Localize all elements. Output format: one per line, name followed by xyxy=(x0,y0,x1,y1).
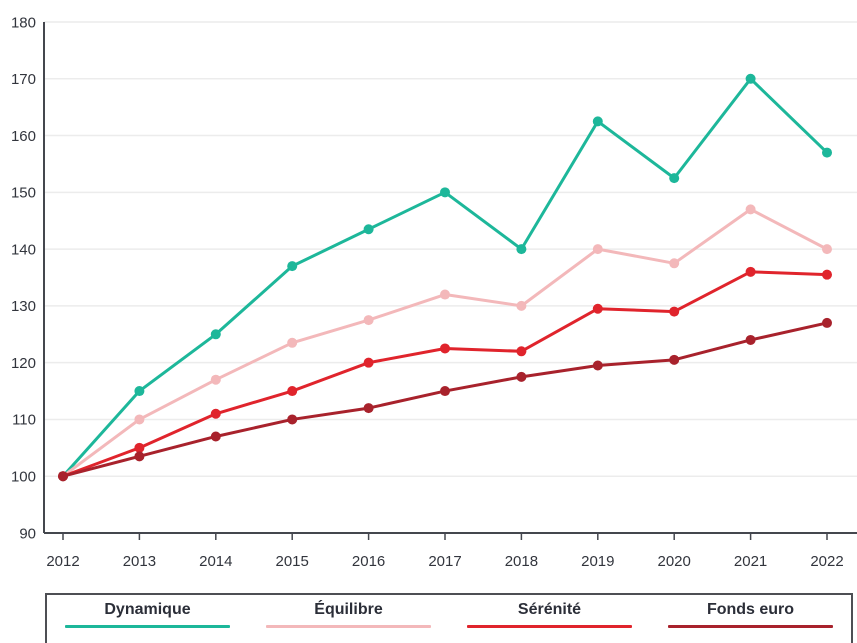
data-point-serenite xyxy=(516,346,527,357)
data-point-fonds-euro xyxy=(363,403,374,414)
data-point-serenite xyxy=(363,357,374,368)
data-point-serenite xyxy=(822,269,832,280)
data-point-dynamique xyxy=(440,187,450,198)
data-point-fonds-euro xyxy=(134,451,145,462)
y-axis-tick-label: 120 xyxy=(11,355,36,372)
x-axis-tick-label: 2018 xyxy=(505,553,538,570)
data-point-fonds-euro xyxy=(440,386,450,397)
y-axis-tick-label: 100 xyxy=(11,468,36,485)
data-point-serenite xyxy=(669,306,680,317)
data-point-serenite xyxy=(592,303,603,314)
data-point-dynamique xyxy=(210,329,221,340)
legend-label-equilibre: Équilibre xyxy=(314,601,383,618)
y-axis-tick-label: 160 xyxy=(11,128,36,145)
y-axis-tick-label: 170 xyxy=(11,71,36,88)
data-point-dynamique xyxy=(745,73,756,84)
data-point-fonds-euro xyxy=(745,334,756,345)
data-point-serenite xyxy=(287,386,298,397)
data-point-serenite xyxy=(440,343,450,354)
legend-swatch-serenite xyxy=(467,625,632,629)
y-axis-tick-label: 110 xyxy=(12,412,36,429)
line-chart-plot: 90 100 110 120 130 140 150 160 170 180 2012 2013 201… xyxy=(11,14,857,570)
data-point-fonds-euro xyxy=(822,317,832,328)
legend-label-dynamique: Dynamique xyxy=(104,601,191,618)
y-axis-tick-label: 90 xyxy=(19,525,36,542)
data-point-fonds-euro xyxy=(669,354,680,365)
legend-label-fonds-euro: Fonds euro xyxy=(706,601,795,618)
data-point-equilibre xyxy=(134,414,145,425)
data-point-equilibre xyxy=(669,258,680,269)
data-point-dynamique xyxy=(363,224,374,235)
data-point-equilibre xyxy=(210,374,221,385)
data-point-fonds-euro xyxy=(516,371,527,382)
data-point-serenite xyxy=(134,442,145,453)
data-point-dynamique xyxy=(669,173,680,184)
x-axis-tick-label: 2020 xyxy=(658,553,691,570)
data-point-equilibre xyxy=(516,300,527,311)
series-line-dynamique xyxy=(61,77,829,478)
legend-label-serenite: Sérénité xyxy=(517,601,582,618)
legend-item-fonds-euro: Fonds euro xyxy=(650,595,851,643)
data-point-serenite xyxy=(210,408,221,419)
data-point-fonds-euro xyxy=(210,431,221,442)
x-axis-tick-label: 2012 xyxy=(46,553,79,570)
data-point-dynamique xyxy=(822,147,832,158)
x-axis-tick-label: 2017 xyxy=(428,553,461,570)
data-point-equilibre xyxy=(440,289,450,300)
chart-legend: Dynamique Équilibre Sérénité Fonds euro xyxy=(45,593,853,643)
data-point-serenite xyxy=(745,266,756,277)
x-axis-tick-label: 2014 xyxy=(199,553,232,570)
data-point-dynamique xyxy=(287,261,298,272)
legend-swatch-fonds-euro xyxy=(668,625,833,629)
legend-item-dynamique: Dynamique xyxy=(47,595,248,643)
x-axis-tick-label: 2015 xyxy=(276,553,309,570)
data-point-equilibre xyxy=(363,315,374,326)
legend-item-serenite: Sérénité xyxy=(449,595,650,643)
legend-item-equilibre: Équilibre xyxy=(248,595,449,643)
legend-swatch-dynamique xyxy=(65,625,230,629)
data-point-equilibre xyxy=(592,244,603,255)
y-axis-tick-label: 130 xyxy=(11,298,36,315)
x-axis-tick-label: 2019 xyxy=(581,553,614,570)
x-axis-tick-label: 2016 xyxy=(352,553,385,570)
data-point-fonds-euro xyxy=(592,360,603,371)
data-point-fonds-euro xyxy=(58,471,68,482)
y-axis-tick-label: 180 xyxy=(11,14,36,31)
data-point-equilibre xyxy=(822,244,832,255)
data-point-dynamique xyxy=(592,116,603,127)
data-point-equilibre xyxy=(287,337,298,348)
y-axis-tick-label: 150 xyxy=(11,185,36,202)
data-point-fonds-euro xyxy=(287,414,298,425)
data-point-equilibre xyxy=(745,204,756,215)
y-axis-tick-label: 140 xyxy=(11,241,36,258)
x-axis-tick-label: 2013 xyxy=(123,553,156,570)
legend-swatch-equilibre xyxy=(266,625,431,629)
x-axis-tick-label: 2022 xyxy=(810,553,843,570)
data-point-dynamique xyxy=(134,386,145,397)
x-axis-tick-label: 2021 xyxy=(734,553,767,570)
data-point-dynamique xyxy=(516,244,527,255)
